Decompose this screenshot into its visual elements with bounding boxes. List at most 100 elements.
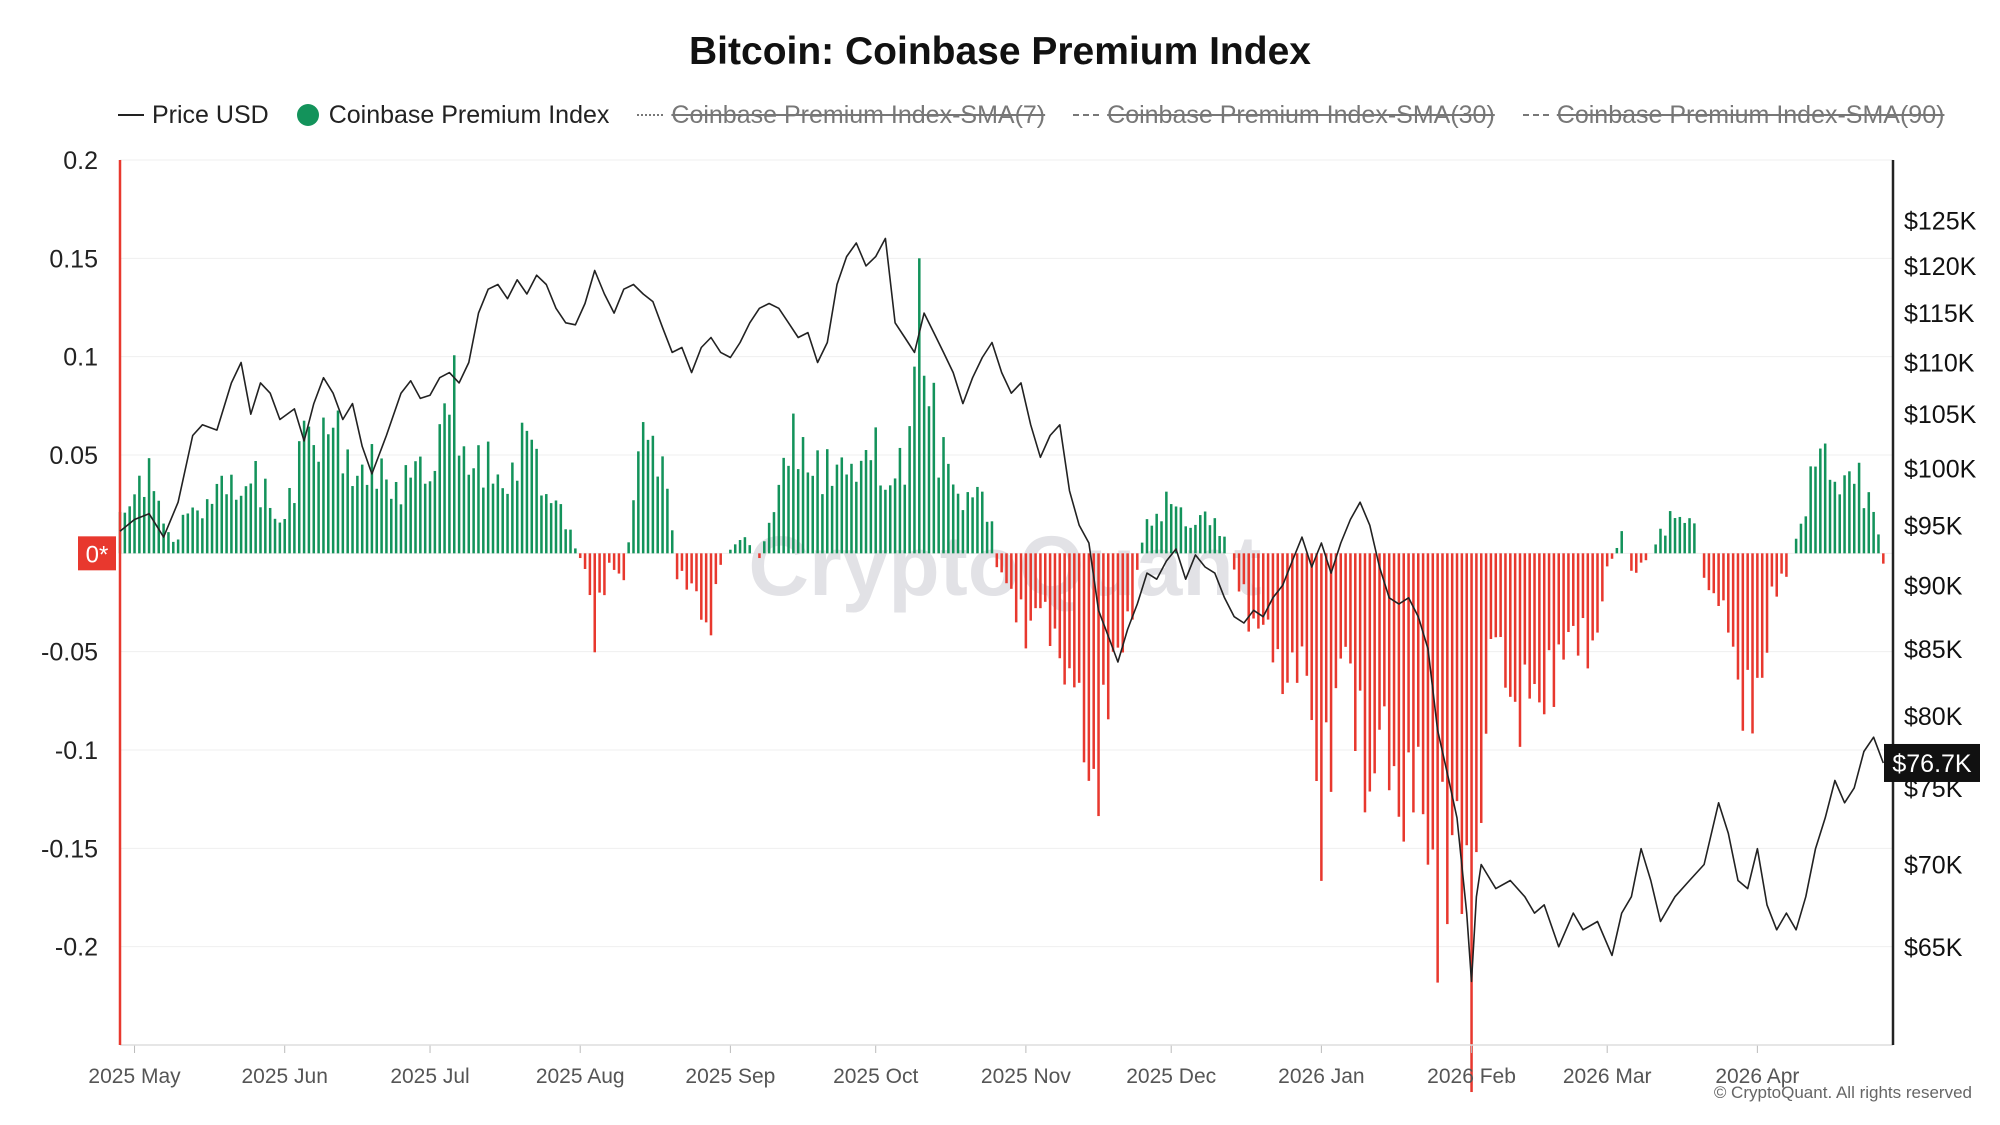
premium-bar <box>1053 553 1057 629</box>
premium-bar <box>1150 525 1154 554</box>
premium-bar <box>787 465 790 554</box>
premium-bar <box>1639 553 1643 563</box>
premium-bar <box>307 426 311 554</box>
premium-bar <box>608 553 611 563</box>
price-badge <box>1884 743 1980 782</box>
premium-bar <box>826 449 829 554</box>
premium-bar <box>1460 553 1464 914</box>
premium-bar <box>942 437 945 554</box>
x-tick-label: 2026 Jan <box>1278 1065 1364 1088</box>
premium-bar <box>1581 553 1585 619</box>
legend-item-5[interactable]: Coinbase Premium Index-SMA(90) <box>1522 101 1944 130</box>
premium-bar <box>593 553 596 653</box>
premium-bar <box>1833 481 1837 554</box>
premium-bar <box>637 451 640 554</box>
legend-item-1[interactable]: Price USD <box>118 101 269 130</box>
y-left-tick-label: 0.15 <box>49 245 98 273</box>
premium-bar <box>225 494 228 554</box>
premium-bar <box>1862 508 1866 554</box>
premium-bar <box>1387 553 1391 791</box>
premium-bar <box>985 521 989 554</box>
premium-bar <box>322 417 325 554</box>
premium-bar <box>1756 553 1759 678</box>
premium-bar <box>1131 553 1134 620</box>
premium-bar <box>1199 515 1202 554</box>
premium-bar <box>549 503 553 554</box>
premium-bar <box>501 488 504 554</box>
premium-bar <box>1547 553 1551 651</box>
premium-bar <box>448 414 451 554</box>
premium-bar <box>1654 544 1657 554</box>
premium-bar <box>530 439 534 554</box>
price-badge-label: $76.7K <box>1892 750 1972 778</box>
premium-bar <box>520 422 524 554</box>
premium-bar <box>1765 553 1769 653</box>
premium-bar <box>128 506 131 554</box>
premium-bar <box>850 463 853 554</box>
premium-bar <box>1378 553 1381 730</box>
premium-bar <box>1455 553 1459 802</box>
premium-bar <box>1014 553 1018 623</box>
premium-bar <box>937 477 940 554</box>
premium-bar <box>1494 553 1498 638</box>
premium-bar <box>888 485 892 554</box>
premium-bar <box>641 422 645 554</box>
premium-bar <box>738 540 742 554</box>
legend-item-4[interactable]: Coinbase Premium Index-SMA(30) <box>1073 101 1495 130</box>
legend-item-3[interactable]: Coinbase Premium Index-SMA(7) <box>637 101 1045 130</box>
premium-bar <box>1126 553 1129 612</box>
premium-bar <box>1814 466 1817 554</box>
y-left-tick-label: -0.2 <box>55 934 98 962</box>
premium-bar <box>1310 553 1313 721</box>
premium-bar <box>491 483 495 554</box>
premium-bar <box>927 406 931 554</box>
premium-bar <box>1397 553 1401 817</box>
premium-bar <box>1441 553 1444 782</box>
price-line <box>119 237 1885 983</box>
premium-bar <box>855 481 858 554</box>
premium-bar <box>961 510 965 554</box>
premium-bar <box>1421 553 1425 815</box>
premium-bar <box>574 548 577 554</box>
premium-bars <box>118 258 1885 1093</box>
premium-bar <box>1102 553 1105 685</box>
premium-bar <box>215 483 219 554</box>
premium-bar <box>1838 494 1841 554</box>
premium-bar <box>995 553 999 568</box>
y-left-tick-label: 0.1 <box>63 344 98 372</box>
premium-bar <box>1155 513 1158 554</box>
premium-bar <box>1058 553 1062 659</box>
premium-bar <box>1165 491 1168 554</box>
zero-marker-badge <box>78 536 116 571</box>
premium-bar <box>1596 553 1599 633</box>
premium-bar <box>1760 553 1764 678</box>
premium-bar <box>835 464 839 554</box>
legend-item-2[interactable]: Coinbase Premium Index <box>296 101 609 130</box>
premium-bar <box>1610 553 1614 559</box>
legend-label: Coinbase Premium Index-SMA(30) <box>1107 100 1495 129</box>
premium-bar <box>1286 553 1289 683</box>
premium-bar <box>1000 553 1003 573</box>
chart-title: Bitcoin: Coinbase Premium Index <box>689 30 1311 73</box>
premium-bar <box>1431 553 1435 850</box>
premium-bar <box>162 523 165 554</box>
premium-bar <box>1489 553 1493 639</box>
premium-bar <box>297 441 301 554</box>
premium-bar <box>423 483 427 554</box>
premium-bar <box>1780 553 1783 574</box>
premium-bar <box>1882 553 1885 564</box>
premium-bar <box>772 512 776 554</box>
premium-bar <box>670 530 674 554</box>
premium-bar <box>1010 553 1013 589</box>
premium-bar <box>414 461 417 554</box>
premium-bar <box>1305 553 1309 676</box>
premium-bar <box>138 475 141 554</box>
premium-bar <box>205 499 209 554</box>
price-line-layer <box>119 237 1885 983</box>
premium-bar <box>569 529 572 554</box>
premium-bar <box>1281 553 1284 695</box>
premium-bar <box>191 507 194 554</box>
premium-bar <box>1673 518 1677 554</box>
chart-legend: Price USD Coinbase Premium Index Coinbase … <box>118 95 1972 135</box>
premium-bar <box>540 495 543 554</box>
